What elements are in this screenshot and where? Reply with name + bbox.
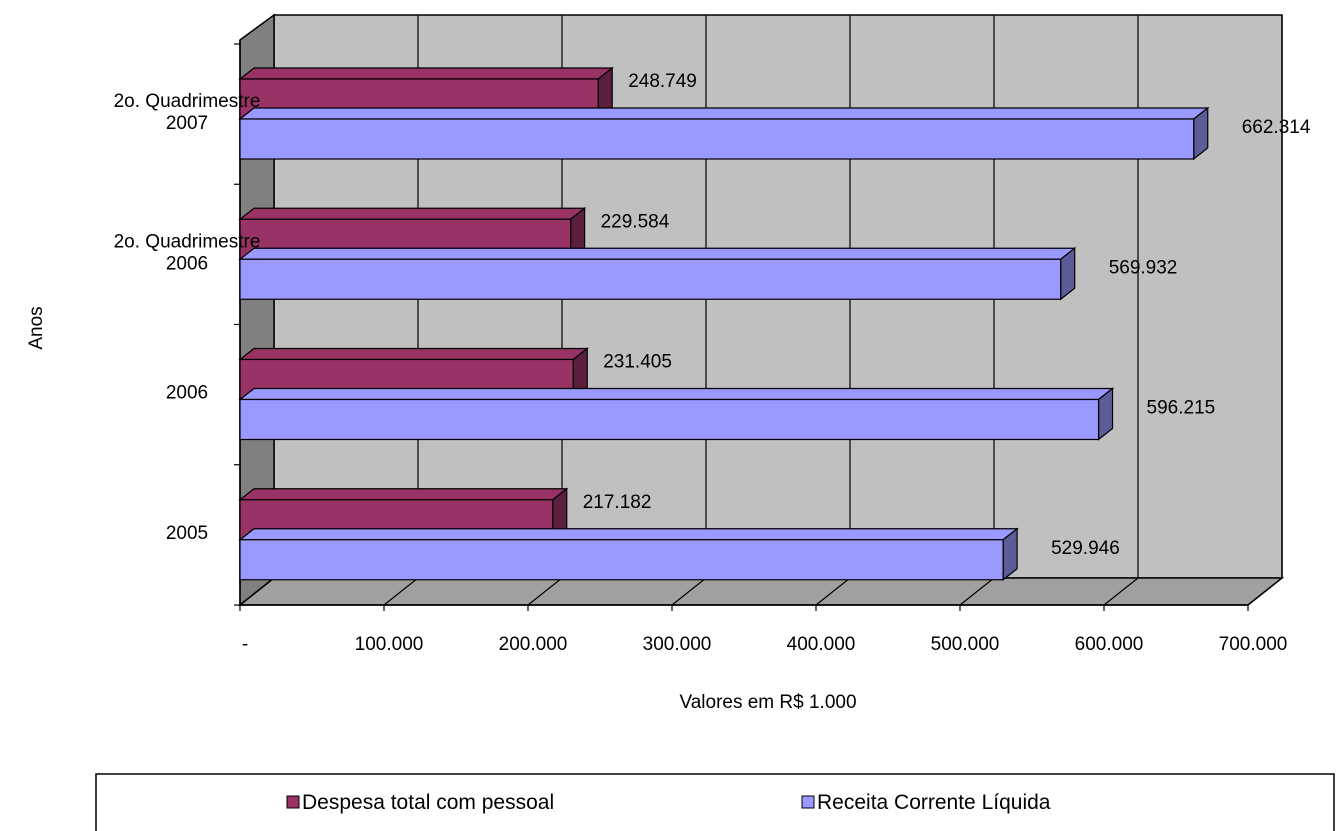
category-label: 2006 [166,383,208,404]
data-label: 529.946 [1051,538,1120,559]
floor-gridline [239,577,275,606]
bar-top [238,107,1210,120]
bar [239,258,1062,300]
data-label: 569.932 [1109,257,1178,278]
floor-gridline [383,577,419,606]
bar-top [238,347,589,361]
x-axis-title: Valores em R$ 1.000 [679,692,856,713]
legend-item: Receita Corrente Líquida [801,791,1051,814]
data-label: 662.314 [1242,117,1311,138]
category-label: 2005 [166,523,208,544]
bar [239,398,1100,441]
category-label: 2o. Quadrimestre 2006 [114,231,261,274]
floor-gridline [1103,577,1139,606]
y-axis-title: Anos [26,306,47,349]
floor-gridline [815,577,851,606]
x-tick-label: 200.000 [499,634,568,655]
data-label: 596.215 [1147,398,1216,419]
x-tick-label: 300.000 [643,634,712,655]
floor-gridline [527,577,563,606]
bar [239,118,1195,160]
floor [237,577,1285,606]
x-tick-label: 600.000 [1075,634,1144,655]
legend-item: Despesa total com pessoal [286,791,554,814]
floor-gridline [959,577,995,606]
legend-swatch [286,795,300,809]
data-label: 217.182 [583,492,652,513]
legend-label: Despesa total com pessoal [302,791,554,814]
x-tick-label: 700.000 [1219,634,1288,655]
x-tick-label: 500.000 [931,634,1000,655]
bar-top [238,488,569,501]
bar-top [238,528,1019,541]
data-label: 248.749 [628,71,697,92]
data-label: 231.405 [603,352,672,373]
legend: Despesa total com pessoal Receita Corrent… [95,773,1335,831]
bar-top [238,67,614,80]
x-tick-label: 100.000 [355,634,424,655]
legend-swatch [801,795,815,809]
legend-box [95,773,1335,831]
legend-label: Receita Corrente Líquida [817,791,1051,814]
bar-top [238,207,587,220]
x-tick-label: - [242,634,248,655]
x-tick-label: 400.000 [787,634,856,655]
floor-gridline [1247,577,1283,606]
bar-top [238,387,1115,401]
category-label: 2o. Quadrimestre 2007 [114,91,261,134]
bar [239,539,1004,581]
floor-gridline [671,577,707,606]
data-label: 229.584 [601,211,670,232]
bar-top [238,247,1077,260]
